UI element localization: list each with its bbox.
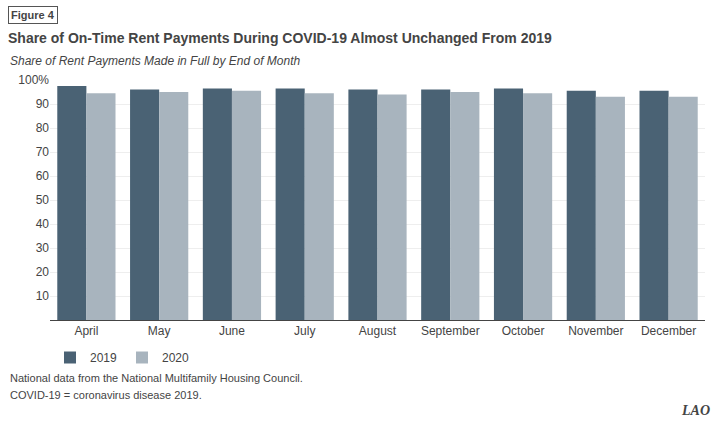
svg-text:2019: 2019 (90, 351, 117, 365)
svg-text:July: July (294, 324, 315, 338)
svg-text:100%: 100% (18, 73, 49, 87)
svg-text:National data from the Nationa: National data from the National Multifam… (10, 372, 303, 384)
svg-text:June: June (219, 324, 245, 338)
svg-text:2020: 2020 (162, 351, 189, 365)
svg-text:Share of Rent Payments Made in: Share of Rent Payments Made in Full by E… (10, 54, 300, 68)
svg-text:30: 30 (36, 241, 50, 255)
svg-text:December: December (641, 324, 696, 338)
svg-text:Figure 4: Figure 4 (11, 9, 55, 21)
svg-text:70: 70 (36, 145, 50, 159)
svg-text:LAO: LAO (681, 403, 710, 418)
svg-text:May: May (148, 324, 171, 338)
svg-text:10: 10 (36, 289, 50, 303)
svg-text:COVID-19 = coronavirus disease: COVID-19 = coronavirus disease 2019. (10, 389, 202, 401)
svg-text:August: August (359, 324, 397, 338)
svg-text:October: October (502, 324, 545, 338)
svg-text:90: 90 (36, 97, 50, 111)
svg-text:September: September (421, 324, 480, 338)
svg-text:Share of On-Time Rent Payments: Share of On-Time Rent Payments During CO… (8, 30, 552, 46)
svg-text:80: 80 (36, 121, 50, 135)
svg-text:November: November (568, 324, 623, 338)
svg-text:50: 50 (36, 193, 50, 207)
svg-text:April: April (74, 324, 98, 338)
svg-text:20: 20 (36, 265, 50, 279)
svg-text:60: 60 (36, 169, 50, 183)
svg-text:40: 40 (36, 217, 50, 231)
